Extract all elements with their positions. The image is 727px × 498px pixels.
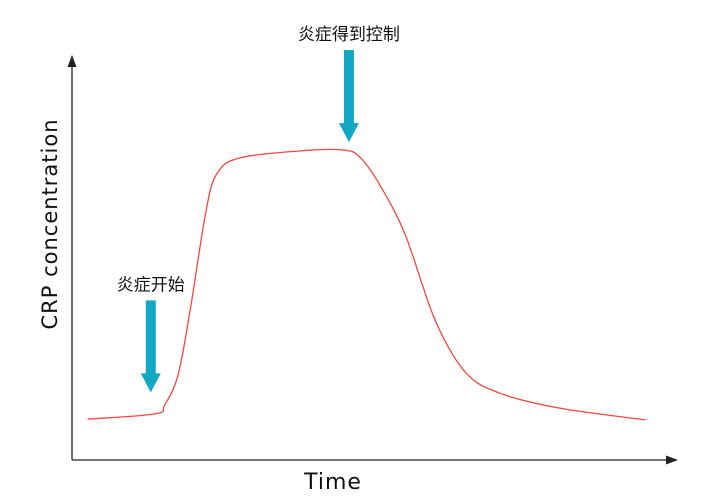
annotation-arrow-shaft	[145, 300, 156, 375]
crp-curve	[87, 148, 646, 421]
annotation-label: 炎症开始	[117, 275, 185, 295]
down-arrow-icon	[338, 123, 359, 143]
y-axis-label: CRP concentration	[38, 118, 62, 329]
y-axis-arrowhead-icon	[67, 55, 77, 67]
down-arrow-icon	[140, 373, 161, 393]
annotation-arrow-shaft	[343, 50, 354, 125]
x-axis-label: Time	[303, 470, 362, 495]
annotation-label: 炎症得到控制	[298, 25, 400, 45]
x-axis-arrowhead-icon	[666, 455, 678, 465]
